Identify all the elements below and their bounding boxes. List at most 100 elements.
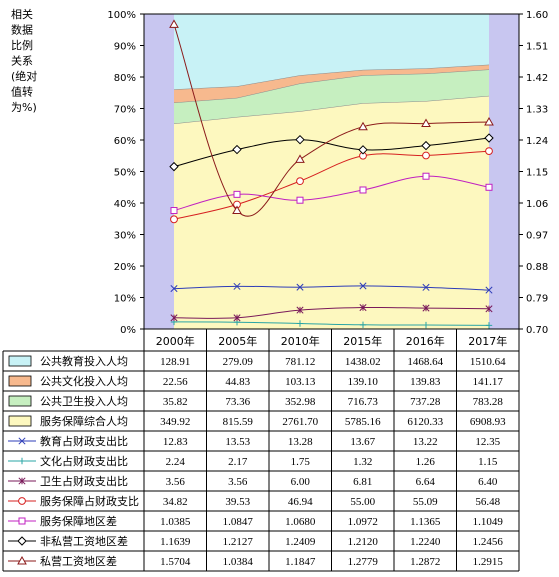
table-cell-value: 352.98 [285, 396, 316, 408]
table-row-label: 公共教育投入人均 [40, 354, 128, 368]
table-cell-value: 1.2409 [285, 536, 316, 548]
table-cell-value: 139.83 [410, 376, 441, 388]
y-axis-title-line: 为%) [11, 101, 37, 114]
left-tick-label: 100% [107, 10, 136, 21]
left-tick-label: 0% [120, 325, 136, 336]
series-line [173, 285, 490, 291]
left-axis-ticks: 0% 10% 20% 30% 40% 50% 60% 70% 80% 90% 100% [107, 10, 144, 336]
marker-triangle [484, 116, 494, 126]
table-cell-value: 6.40 [478, 476, 498, 488]
marker-x [485, 286, 493, 294]
area-公共文化投入人均 [174, 64, 489, 103]
table-cell-value: 1.2120 [348, 536, 379, 548]
right-tick-label: 1.06 [526, 199, 548, 210]
table-header-year: 2000年 [156, 334, 195, 348]
marker-plus [296, 320, 304, 327]
marker-triangle [232, 205, 242, 215]
table-cell-value: 716.73 [348, 396, 379, 408]
marker-star [359, 303, 367, 312]
right-axis-ticks: 0.70 0.79 0.88 0.97 1.06 1.15 1.24 1.33 1.42 1.51… [519, 10, 548, 336]
table-cell-value: 2.24 [166, 456, 186, 468]
table-cell-value: 349.92 [160, 416, 190, 428]
series-line [173, 306, 490, 319]
marker-x [296, 283, 304, 291]
table-cell-value: 44.83 [225, 376, 250, 388]
marker-circle [422, 151, 430, 160]
area-公共教育投入人均 [174, 14, 489, 90]
marker-star [422, 304, 430, 312]
table-cell-value: 1.5704 [160, 556, 191, 568]
table-cell-value: 56.48 [475, 496, 500, 508]
table-cell-value: 6.64 [416, 476, 436, 488]
table-cell-value: 12.35 [475, 436, 500, 448]
table-row-label: 教育占财政支出比 [40, 434, 128, 448]
marker-circle [170, 215, 178, 224]
right-tick-label: 0.79 [526, 294, 548, 305]
right-tick-label: 1.51 [526, 42, 548, 53]
left-tick-label: 40% [114, 199, 136, 210]
table-cell-value: 781.12 [285, 356, 315, 368]
area-boundary [173, 95, 490, 125]
right-tick-label: 1.42 [526, 73, 548, 84]
right-side-band [489, 14, 519, 329]
area-boundary [173, 64, 490, 90]
left-tick-label: 80% [114, 73, 136, 84]
right-tick-label: 1.15 [526, 168, 548, 179]
marker-circle [296, 177, 304, 186]
legend-key-服务保障综合人均 [8, 415, 32, 427]
right-tick-label: 1.24 [526, 136, 548, 147]
table-cell-value: 815.59 [223, 416, 254, 428]
marker-plus [485, 322, 493, 329]
series-卫生占财政支出比 [170, 303, 493, 322]
table-cell-value: 46.94 [288, 496, 313, 508]
series-文化占财政支出比 [170, 318, 493, 329]
table-row-label: 非私营工资地区差 [40, 534, 128, 548]
right-tick-label: 0.97 [526, 231, 548, 242]
table-cell-value: 55.00 [350, 496, 375, 508]
table-row-label: 服务保障综合人均 [40, 414, 128, 428]
marker-x [359, 282, 367, 290]
marker-square [485, 183, 493, 191]
marker-square [233, 190, 241, 198]
table-cell-value: 13.22 [413, 436, 438, 448]
table-cell-value: 1.32 [353, 456, 372, 468]
table-cell-value: 6.81 [353, 476, 372, 488]
table-cell-value: 12.83 [163, 436, 188, 448]
table-row-label: 公共文化投入人均 [40, 374, 128, 388]
table-cell-value: 1.2456 [473, 536, 504, 548]
table-cell-value: 3.56 [228, 476, 248, 488]
area-boundary [173, 69, 490, 104]
legend-key-公共卫生投入人均 [8, 395, 32, 407]
table-cell-value: 141.17 [473, 376, 504, 388]
marker-x [18, 437, 26, 445]
marker-triangle [421, 118, 431, 127]
table-cell-value: 13.28 [288, 436, 313, 448]
table-row-label: 公共卫生投入人均 [40, 394, 128, 408]
area-公共卫生投入人均 [174, 69, 489, 124]
table-cell-value: 13.53 [225, 436, 250, 448]
marker-diamond [17, 536, 27, 546]
table-header-year: 2017年 [468, 334, 507, 348]
series-服务保障占财政支比 [170, 147, 493, 224]
marker-circle [485, 147, 493, 155]
y-axis-title-line: (绝对 [11, 69, 37, 83]
table-row-label: 卫生占财政支出比 [40, 474, 128, 488]
table-cell-value: 1.0384 [223, 556, 254, 568]
marker-star [170, 314, 178, 322]
marker-square [18, 517, 26, 525]
y-axis-title-line: 关系 [11, 54, 33, 68]
table-cell-value: 1.2779 [348, 556, 379, 568]
table-cell-value: 1.1049 [473, 516, 504, 528]
right-tick-label: 1.60 [526, 10, 548, 21]
table-cell-value: 1.2872 [410, 556, 440, 568]
series-私营工资地区差 [169, 19, 494, 217]
table-cell-value: 1.0972 [348, 516, 378, 528]
left-tick-label: 50% [114, 168, 136, 179]
marker-diamond [484, 133, 494, 143]
marker-triangle [358, 121, 368, 131]
series-line [173, 175, 490, 211]
